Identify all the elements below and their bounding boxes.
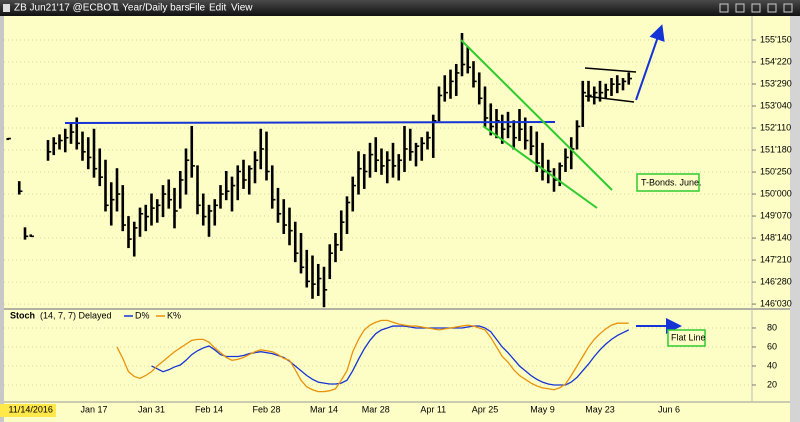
y-tick-label: 148'140 (760, 232, 792, 242)
header-button[interactable] (719, 3, 729, 13)
x-tick-label: Apr 11 (420, 404, 446, 414)
channel-line (460, 39, 613, 191)
symbol: ZB Jun21'17 @ECBOT (14, 3, 117, 14)
y-tick-label: 153'040 (760, 100, 792, 110)
y-tick-label: 146'030 (760, 298, 792, 308)
flag-line (584, 67, 637, 73)
scroll-strip[interactable] (790, 16, 800, 422)
x-tick-label: May 9 (530, 404, 555, 414)
annotation-box (636, 173, 700, 192)
annotation: Flat Line (671, 332, 706, 342)
y-tick-label: 153'290 (760, 78, 792, 88)
x-tick-label: Feb 28 (252, 404, 280, 414)
header-button[interactable] (735, 3, 745, 13)
stoch-line (151, 325, 630, 386)
y-tick-label: 150'000 (760, 188, 792, 198)
period[interactable]: 1 Year/Daily bars (114, 3, 190, 14)
header-button[interactable] (767, 3, 777, 13)
indicator-params: (14, 7, 7) Delayed (40, 310, 112, 320)
x-tick-label: Mar 28 (362, 404, 390, 414)
x-tick-label: Apr 25 (472, 404, 499, 414)
y-tick-label: 80 (767, 322, 777, 332)
y-tick-label: 149'070 (760, 210, 792, 220)
x-tick-label: Jan 17 (80, 404, 107, 414)
y-tick-label: 60 (767, 341, 777, 351)
y-tick-label: 20 (767, 379, 777, 389)
y-tick-label: 150'250 (760, 166, 792, 176)
left-edge (0, 0, 4, 422)
header: ZB Jun21'17 @ECBOT 1 Year/Daily bars Fil… (0, 0, 800, 16)
header-button[interactable] (751, 3, 761, 13)
y-tick-label: 154'220 (760, 56, 792, 66)
legend-entry: D% (135, 310, 150, 320)
flag-line (584, 95, 635, 103)
y-tick-label: 146'280 (760, 276, 792, 286)
y-tick-label: 152'110 (760, 122, 791, 132)
menu-item[interactable]: File (189, 3, 206, 14)
y-tick-label: 155'150 (760, 34, 792, 44)
x-tick-label: Jan 31 (138, 404, 165, 414)
arrow (635, 24, 665, 101)
y-tick-label: 40 (767, 360, 777, 370)
x-tick-label: Mar 14 (310, 404, 338, 414)
date-box (0, 404, 56, 417)
plot-layer: 155'150 154'220 153'290 153'040 152'110 151'1… (4, 32, 792, 393)
menu-item[interactable]: Edit (209, 3, 226, 14)
channel-line (482, 125, 598, 209)
annotation: T-Bonds. June. (641, 177, 702, 187)
header-button[interactable] (783, 3, 793, 13)
header-bar (0, 0, 800, 16)
indicator-title[interactable]: Stoch (10, 310, 35, 320)
stoch-line (116, 319, 629, 393)
resistance-line (64, 121, 556, 124)
x-tick-label: Jun 6 (658, 404, 680, 414)
annotation-box (667, 329, 706, 347)
y-tick-label: 151'180 (760, 144, 792, 154)
menu-item[interactable]: View (231, 3, 253, 14)
legend-entry: K% (167, 310, 181, 320)
x-tick-label: May 23 (585, 404, 615, 414)
y-tick-label: 147'210 (760, 254, 792, 264)
x-tick-label: Feb 14 (195, 404, 223, 414)
x-tick-label: 11/14/2016 (9, 404, 53, 414)
header-icon (3, 4, 10, 12)
